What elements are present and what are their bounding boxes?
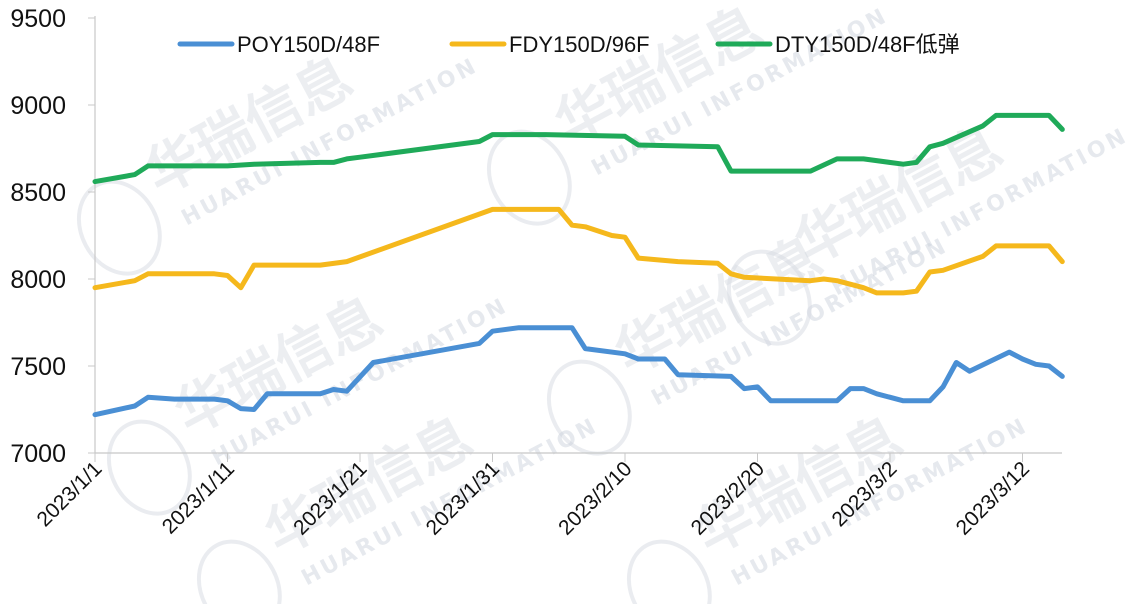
x-tick-label: 2023/2/10 <box>554 457 636 539</box>
y-tick-label: 7500 <box>10 353 66 381</box>
legend-label: FDY150D/96F <box>509 32 650 57</box>
y-tick-label: 8500 <box>10 179 66 207</box>
legend-label: DTY150D/48F低弹 <box>775 32 960 57</box>
series-line-fdy <box>92 206 1065 296</box>
series-line-poy <box>92 325 1065 418</box>
legend-label: POY150D/48F <box>237 32 380 57</box>
series-line-dty <box>92 112 1065 185</box>
x-tick-label: 2023/1/1 <box>32 457 106 531</box>
y-tick-label: 9500 <box>10 5 66 33</box>
y-tick-label: 7000 <box>10 440 66 468</box>
y-tick-label: 9000 <box>10 92 66 120</box>
y-tick-label: 8000 <box>10 266 66 294</box>
axes <box>94 16 1062 454</box>
series-lines <box>92 112 1065 418</box>
legend: POY150D/48F FDY150D/96F DTY150D/48F低弹 <box>177 32 960 57</box>
y-axis-ticks: 7000 7500 8000 8500 9000 9500 <box>10 5 95 468</box>
x-tick-label: 2023/1/11 <box>158 457 239 538</box>
